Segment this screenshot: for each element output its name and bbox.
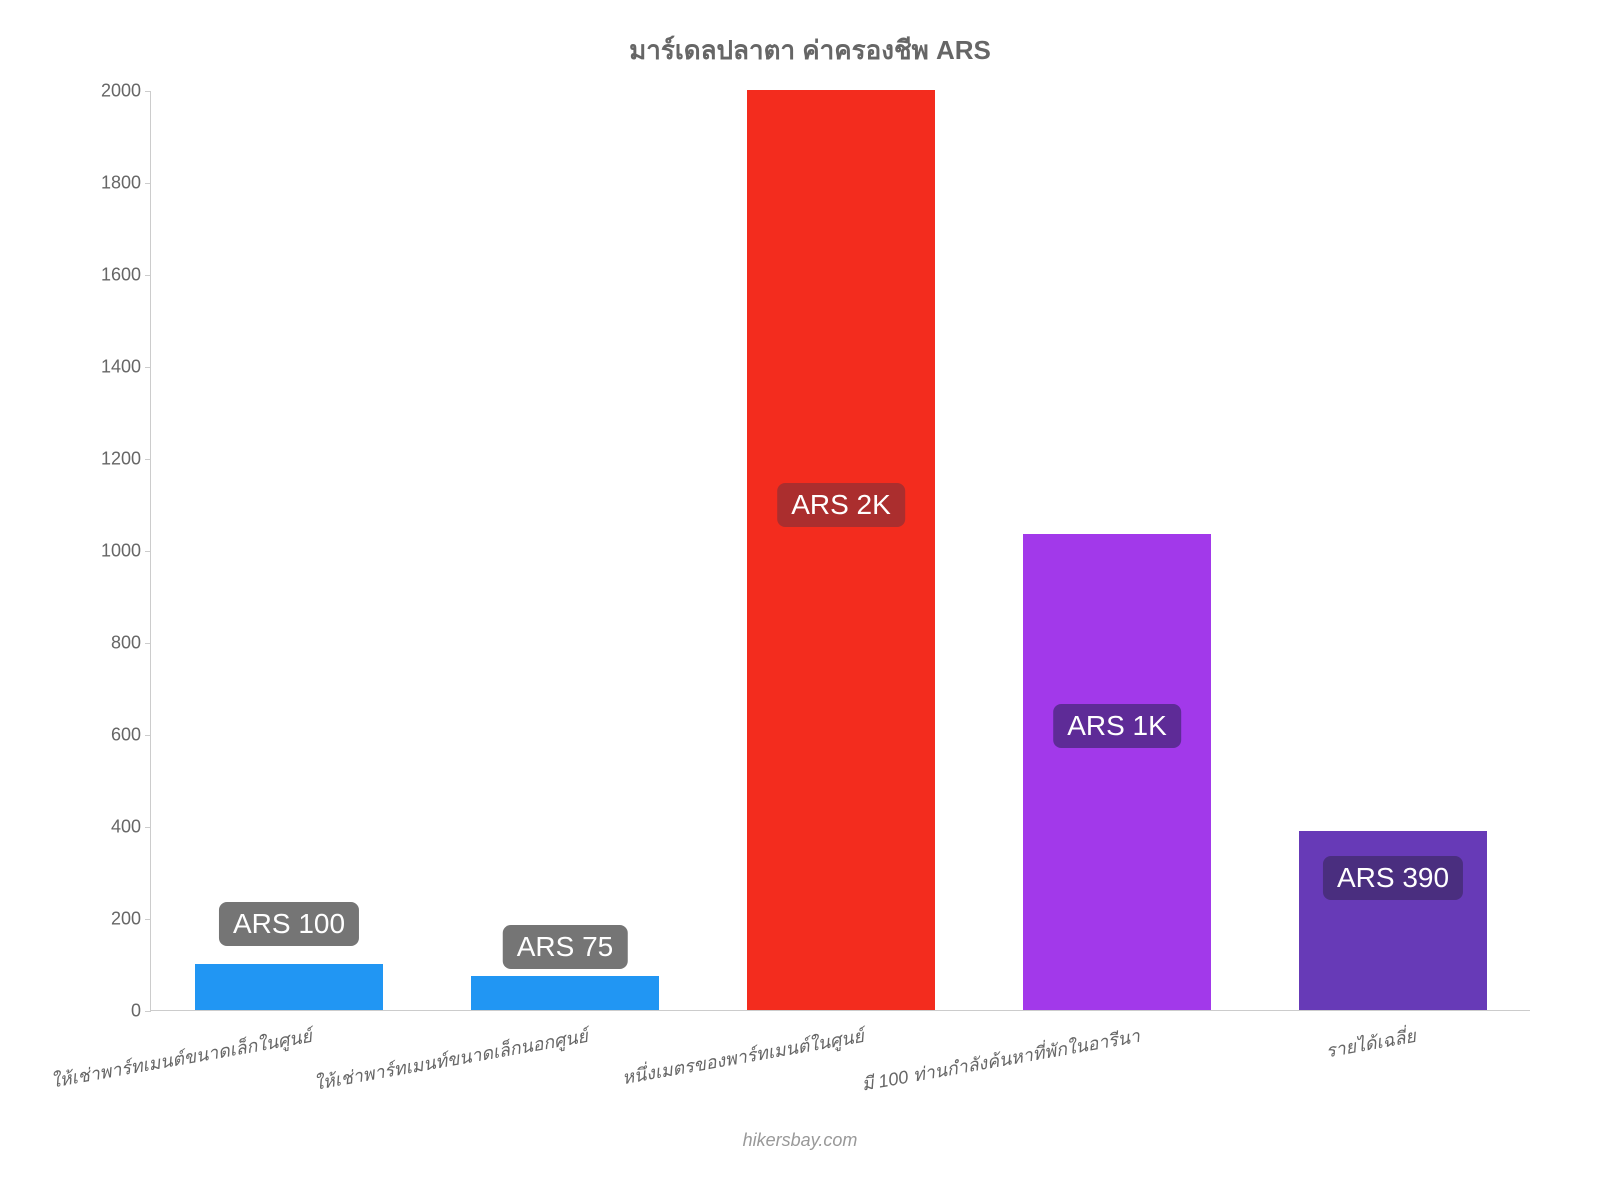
y-tick-mark xyxy=(145,183,151,184)
y-tick-label: 1200 xyxy=(91,449,141,470)
y-tick-label: 2000 xyxy=(91,81,141,102)
y-tick-label: 600 xyxy=(91,725,141,746)
y-tick-label: 0 xyxy=(91,1001,141,1022)
bar-value-label: ARS 390 xyxy=(1323,856,1463,900)
chart-container: มาร์เดลปลาตา ค่าครองชีพ ARS 020040060080… xyxy=(90,30,1530,1050)
y-tick-mark xyxy=(145,367,151,368)
bar xyxy=(471,976,659,1011)
y-tick-label: 400 xyxy=(91,817,141,838)
y-tick-mark xyxy=(145,643,151,644)
bar xyxy=(747,90,935,1010)
chart-footer: hikersbay.com xyxy=(0,1130,1600,1151)
bar-value-label: ARS 75 xyxy=(503,925,628,969)
y-tick-label: 800 xyxy=(91,633,141,654)
bar-value-label: ARS 100 xyxy=(219,902,359,946)
bar-value-label: ARS 2K xyxy=(777,483,905,527)
y-tick-mark xyxy=(145,1011,151,1012)
y-tick-mark xyxy=(145,275,151,276)
bar-value-label: ARS 1K xyxy=(1053,704,1181,748)
y-tick-mark xyxy=(145,735,151,736)
y-tick-label: 200 xyxy=(91,909,141,930)
plot-area: 0200400600800100012001400160018002000ARS… xyxy=(150,91,1530,1011)
chart-title: มาร์เดลปลาตา ค่าครองชีพ ARS xyxy=(90,30,1530,71)
y-tick-label: 1800 xyxy=(91,173,141,194)
y-tick-mark xyxy=(145,827,151,828)
bar xyxy=(1023,534,1211,1010)
y-tick-label: 1000 xyxy=(91,541,141,562)
y-tick-mark xyxy=(145,551,151,552)
y-tick-label: 1400 xyxy=(91,357,141,378)
bar xyxy=(195,964,383,1010)
y-tick-mark xyxy=(145,91,151,92)
y-tick-mark xyxy=(145,919,151,920)
y-tick-label: 1600 xyxy=(91,265,141,286)
y-tick-mark xyxy=(145,459,151,460)
